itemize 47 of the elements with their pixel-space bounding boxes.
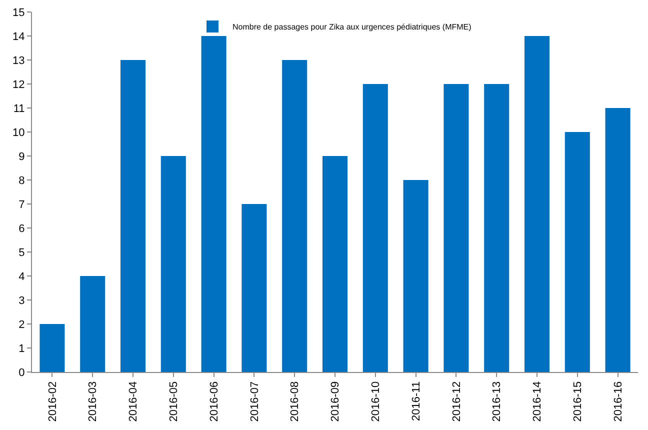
y-tick-label: 14 [12, 30, 25, 43]
bar [484, 84, 510, 372]
bar [444, 84, 469, 372]
x-tick-label: 2016-03 [87, 381, 100, 422]
x-tick-label: 2016-11 [410, 381, 422, 421]
x-tick-label: 2016-12 [450, 381, 463, 422]
y-tick-label: 3 [18, 294, 25, 307]
x-tick-label: 2016-10 [370, 381, 382, 422]
x-tick-label: 2016-02 [46, 381, 59, 422]
y-tick-label: 9 [18, 150, 25, 163]
x-tick-label: 2016-16 [612, 381, 624, 422]
bar [242, 204, 267, 372]
x-tick-label: 2016-13 [491, 381, 504, 422]
x-tick-label: 2016-06 [208, 381, 220, 422]
y-tick-label: 8 [18, 174, 25, 187]
x-tick-label: 2016-14 [532, 381, 544, 422]
bar [524, 36, 550, 372]
bar [605, 108, 630, 372]
y-tick-label: 10 [12, 126, 25, 139]
x-tick-label: 2016-15 [572, 381, 584, 422]
x-tick-label: 2016-08 [289, 381, 302, 422]
x-tick-label: 2016-05 [168, 381, 180, 422]
y-tick-label: 12 [12, 78, 25, 91]
legend-label: Nombre de passages pour Zika aux urgences pédiatriques (MFME) [232, 22, 472, 32]
x-tick-label: 2016-07 [248, 381, 261, 422]
y-tick-label: 6 [18, 222, 25, 235]
y-tick-label: 5 [18, 246, 25, 259]
bar [282, 60, 308, 372]
bar [120, 60, 146, 372]
bar [322, 156, 348, 372]
y-tick-label: 1 [18, 342, 25, 355]
x-tick-label: 2016-04 [128, 381, 140, 422]
bar [362, 84, 388, 372]
y-tick-label: 13 [12, 54, 25, 67]
y-tick-label: 4 [18, 270, 25, 283]
bar [201, 36, 226, 372]
bar [564, 132, 590, 372]
y-tick-label: 7 [18, 198, 25, 211]
bar [40, 324, 65, 372]
x-tick-label: 2016-09 [330, 381, 342, 422]
y-tick-label: 0 [18, 366, 25, 379]
y-tick-label: 2 [18, 318, 25, 331]
bar [403, 180, 428, 372]
y-tick-label: 11 [13, 102, 25, 115]
y-tick-label: 15 [12, 6, 25, 19]
bar [80, 276, 106, 372]
bar [160, 156, 186, 372]
